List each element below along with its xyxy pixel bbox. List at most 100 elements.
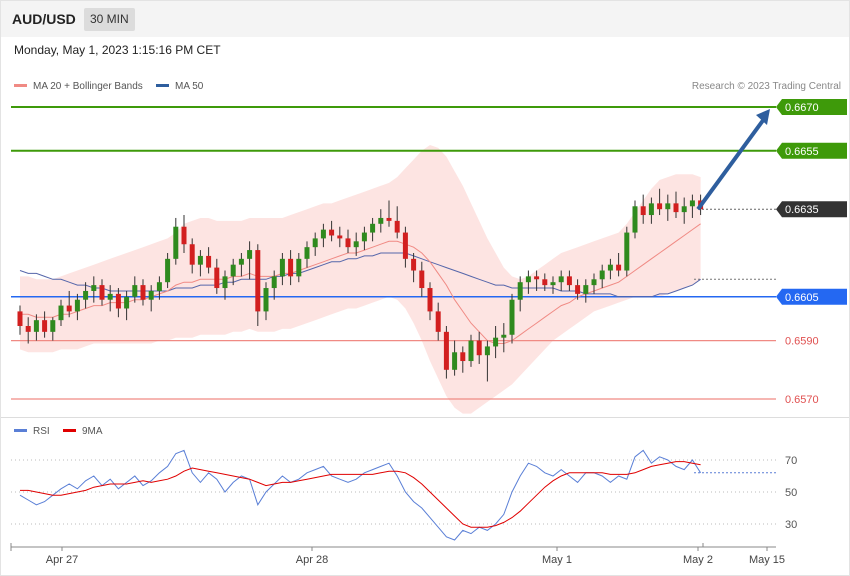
candle-body (673, 203, 679, 213)
candle-body (83, 290, 89, 300)
candle-body (173, 226, 179, 259)
research-credit: Research © 2023 Trading Central (691, 81, 841, 92)
bollinger-band (20, 145, 701, 414)
candle-body (566, 276, 572, 286)
candle-body (148, 290, 154, 300)
candle-body (599, 270, 605, 280)
candle-body (197, 255, 203, 265)
candle-body (66, 305, 72, 312)
x-tick-label-0: Apr 27 (46, 554, 78, 566)
level-tag-text-1: 0.6655 (785, 146, 819, 158)
candle-body (361, 232, 367, 242)
currency-pair-title: AUD/USD (12, 11, 76, 27)
candle-body (206, 255, 212, 268)
legend-9ma-swatch (63, 428, 76, 432)
candle-body (509, 299, 515, 335)
candle-body (214, 267, 220, 289)
timestamp: Monday, May 1, 2023 1:15:16 PM CET (14, 43, 221, 57)
x-tick-label-3: May 2 (683, 554, 713, 566)
candle-body (435, 311, 441, 332)
timeframe-badge[interactable]: 30 MIN (84, 8, 135, 31)
legend-ma50-swatch (156, 83, 169, 87)
candle-body (476, 340, 482, 356)
legend-ma20-swatch (14, 83, 27, 87)
candle-body (648, 203, 654, 216)
legend-ma20-label: MA 20 + Bollinger Bands (33, 81, 143, 92)
candle-body (583, 285, 589, 294)
candle-body (304, 247, 310, 259)
candle-body (657, 203, 663, 210)
x-tick-label-1: Apr 28 (296, 554, 328, 566)
candle-body (591, 279, 597, 286)
candle-body (33, 320, 39, 332)
candle-body (624, 232, 630, 271)
legend-ma20: MA 20 + Bollinger Bands (14, 81, 143, 92)
x-tick-label-2: May 1 (542, 554, 572, 566)
candle-body (165, 258, 171, 283)
candle-body (140, 285, 146, 300)
panel-divider (1, 417, 849, 418)
target-arrow-shaft (696, 117, 766, 211)
level-tag-1 (776, 142, 847, 159)
candle-body (427, 288, 433, 312)
candle-body (575, 285, 581, 294)
candle-body (107, 293, 113, 300)
candle-body (468, 340, 474, 362)
candles-group (17, 188, 704, 382)
candle-body (525, 276, 531, 283)
level-tag-3 (776, 288, 847, 305)
candle-body (460, 352, 466, 362)
level-label-4: 0.6590 (785, 336, 819, 348)
candle-body (640, 206, 646, 216)
candle-body (91, 285, 97, 291)
x-tick-label-4: May 15 (749, 554, 785, 566)
rsi-tick-50: 50 (785, 487, 797, 499)
candle-body (542, 279, 548, 286)
candle-body (329, 229, 335, 236)
target-arrow-head (756, 109, 770, 125)
candle-body (501, 334, 507, 338)
level-label-5: 0.6570 (785, 394, 819, 406)
candle-body (534, 276, 540, 280)
level-tag-0 (776, 99, 847, 115)
candle-body (279, 258, 285, 277)
candle-body (124, 296, 130, 309)
candle-body (132, 285, 138, 297)
candle-body (353, 241, 359, 248)
candle-body (312, 238, 318, 248)
candle-body (288, 258, 294, 277)
rsi-tick-30: 30 (785, 519, 797, 531)
candle-body (189, 244, 195, 265)
candle-body (99, 285, 105, 300)
candle-body (222, 276, 228, 289)
level-tag-text-2: 0.6635 (785, 204, 819, 216)
candle-body (74, 299, 80, 312)
candle-body (156, 282, 162, 291)
candle-body (42, 320, 48, 332)
candle-body (632, 206, 638, 233)
candle-body (517, 282, 523, 300)
candle-body (681, 206, 687, 213)
legend-rsi-label: RSI (33, 426, 50, 437)
candle-body (345, 238, 351, 248)
candle-body (17, 311, 23, 326)
candle-body (50, 320, 56, 332)
candle-body (181, 226, 187, 245)
candle-body (411, 258, 417, 271)
rsi-ma9-line (20, 461, 701, 528)
level-tag-2 (776, 201, 847, 218)
candle-body (607, 264, 613, 271)
candle-body (255, 250, 261, 312)
candle-body (550, 282, 556, 286)
candle-body (616, 264, 622, 271)
candle-body (452, 352, 458, 370)
legend-rsi-swatch (14, 428, 27, 432)
candle-body (263, 288, 269, 312)
candle-body (296, 258, 302, 277)
candle-body (230, 264, 236, 277)
candle-body (665, 203, 671, 210)
candle-body (689, 200, 695, 207)
candle-body (443, 331, 449, 370)
rsi-line (19, 449, 702, 541)
